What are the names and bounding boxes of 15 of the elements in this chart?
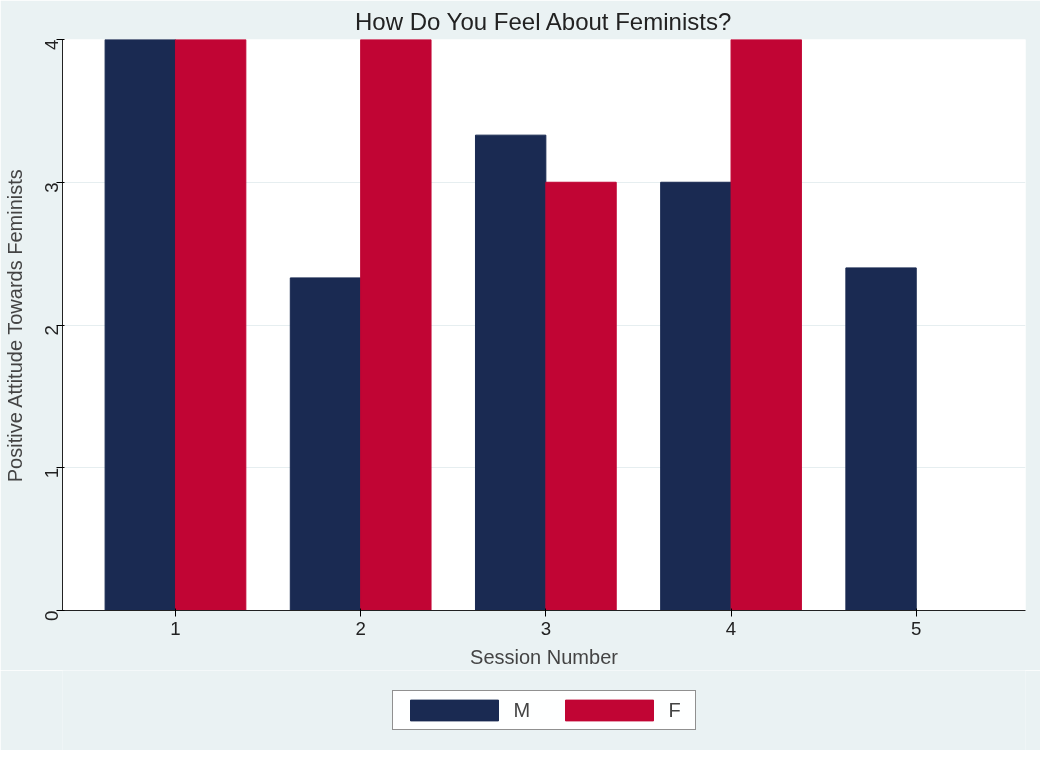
x-tick-label: 3 (540, 617, 552, 639)
y-tick-label: 4 (41, 39, 62, 50)
x-tick-label: 4 (725, 617, 737, 639)
x-tick-label: 1 (170, 617, 181, 639)
legend-label: M (513, 698, 532, 722)
x-axis-title: Session Number (470, 645, 619, 668)
y-tick-label: 3 (41, 182, 62, 193)
chart-title: How Do You Feel About Feminists? (355, 7, 732, 35)
y-tick-label: 1 (41, 467, 62, 479)
x-tick-label: 5 (911, 617, 922, 639)
y-axis-title: Positive Attitude Towards Feminists (3, 169, 26, 483)
y-tick-label: 2 (41, 324, 62, 336)
x-tick-label: 2 (355, 617, 366, 639)
y-tick-label: 0 (41, 610, 62, 621)
legend-label: F (668, 698, 682, 722)
